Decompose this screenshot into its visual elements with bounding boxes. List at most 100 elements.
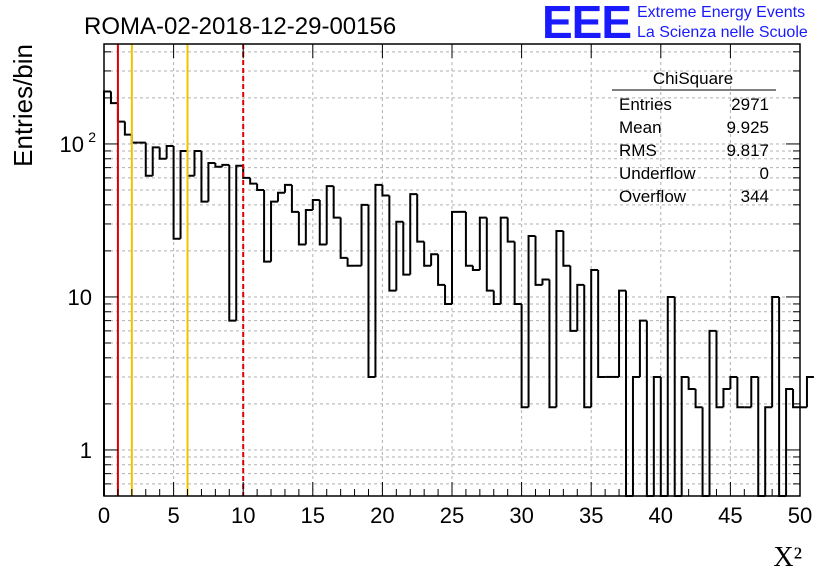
histogram-bin (750, 375, 759, 408)
histogram-bin (144, 142, 153, 177)
histogram-bin (451, 210, 459, 304)
x-tick-label: 0 (98, 503, 110, 528)
histogram-bin (346, 257, 355, 267)
histogram-bin (471, 265, 480, 271)
histogram-bin (367, 204, 376, 378)
histogram-bin (506, 217, 515, 243)
histogram-bin (130, 134, 139, 144)
histogram-bin (360, 203, 369, 266)
histogram-bin (207, 162, 216, 202)
histogram-bin (652, 375, 661, 496)
histogram-bin (304, 209, 313, 245)
histogram-bin (116, 103, 125, 123)
histogram-bin (381, 184, 390, 197)
histogram-bin (680, 375, 689, 496)
histogram-bin (388, 195, 397, 292)
histogram-bin (242, 165, 251, 179)
histogram-bin (109, 91, 118, 105)
histogram-bin (158, 147, 167, 160)
histogram-bin (499, 216, 508, 304)
histogram-bin (179, 149, 188, 239)
histogram-bin (123, 121, 132, 136)
stats-row-value: 9.817 (726, 141, 769, 160)
histogram-bin (638, 319, 647, 377)
histogram-bin (464, 211, 473, 267)
histogram-bin (778, 296, 787, 497)
y-tick-label: 10 (68, 285, 92, 310)
x-tick-label: 30 (509, 503, 533, 528)
histogram-bin (729, 375, 738, 390)
histogram-bin (659, 376, 668, 497)
x-tick-label: 40 (649, 503, 673, 528)
histogram-bin (792, 389, 800, 409)
x-tick-label: 45 (718, 503, 742, 528)
chart-title: ROMA-02-2018-12-29-00156 (84, 13, 396, 40)
eee-logo: EEE Extreme Energy Events La Scienza nel… (542, 0, 832, 48)
stats-row-value: 344 (741, 187, 769, 206)
histogram-bin (590, 269, 599, 408)
histogram-bin (492, 290, 501, 305)
eee-logo-mark: EEE (542, 0, 632, 48)
histogram-bin (402, 221, 411, 276)
histogram-bin (221, 163, 230, 167)
histogram-bin (569, 265, 578, 332)
x-tick-label: 25 (440, 503, 464, 528)
histogram-bin (228, 164, 237, 322)
stats-row-value: 9.925 (726, 118, 769, 137)
plot-frame (103, 43, 801, 497)
logo-line-1: Extreme Energy Events (637, 4, 806, 21)
histogram-bin (235, 164, 244, 321)
histogram-bin (666, 295, 675, 496)
histogram-bin (249, 177, 258, 185)
histogram-bin (277, 191, 285, 202)
x-tick-label: 10 (231, 503, 255, 528)
logo-line-2: La Scienza nelle Scuole (637, 24, 808, 41)
histogram-bin (318, 200, 327, 246)
histogram-bin (520, 303, 529, 409)
histogram-bin (193, 149, 202, 176)
histogram-bin (785, 388, 794, 496)
histogram-bin (172, 145, 181, 240)
x-tick-label: 20 (370, 503, 394, 528)
stats-box: ChiSquare Entries 2971 Mean 9.925 RMS 9.817 Un… (612, 69, 776, 206)
histogram-bin (437, 254, 446, 286)
histogram-series (103, 90, 814, 497)
histogram-bin (395, 220, 404, 291)
histogram-bin (214, 163, 223, 168)
histogram-bin (444, 284, 452, 305)
histogram-bin (332, 186, 341, 219)
histogram-bin (430, 253, 439, 266)
stats-row-label: Mean (619, 118, 662, 137)
stats-row-label: RMS (619, 141, 657, 160)
stats-row-value: 0 (760, 164, 769, 183)
stats-row-label: Underflow (619, 164, 696, 183)
histogram-bin (416, 194, 425, 243)
y-axis-label: Entries/bin (8, 44, 38, 167)
histogram-bin (534, 236, 543, 286)
x-tick-label: 35 (579, 503, 603, 528)
histogram-bin (673, 296, 682, 497)
stats-row-value: 2971 (731, 95, 769, 114)
histogram-bin (722, 388, 731, 408)
histogram-bin (283, 183, 292, 193)
histogram-bin (694, 389, 703, 409)
histogram-bin (618, 289, 626, 377)
x-tick-label: 15 (301, 503, 325, 528)
histogram-bin (290, 184, 299, 213)
histogram-bin (325, 185, 334, 245)
x-tick-label: 50 (788, 503, 812, 528)
stats-row-label: Overflow (619, 187, 687, 206)
histogram-bin (548, 279, 557, 409)
histogram-bin (409, 193, 418, 275)
histogram-bin (771, 295, 780, 408)
y-tick-label-exponent: 2 (88, 129, 96, 145)
histogram-bin (576, 283, 585, 331)
histogram-bin (541, 278, 550, 285)
x-tick-label: 5 (167, 503, 179, 528)
histogram-bin (701, 407, 710, 497)
histogram-bin (478, 216, 487, 270)
histogram-bin (311, 199, 320, 211)
histogram-bin (736, 376, 745, 409)
histogram-bin (645, 320, 654, 497)
